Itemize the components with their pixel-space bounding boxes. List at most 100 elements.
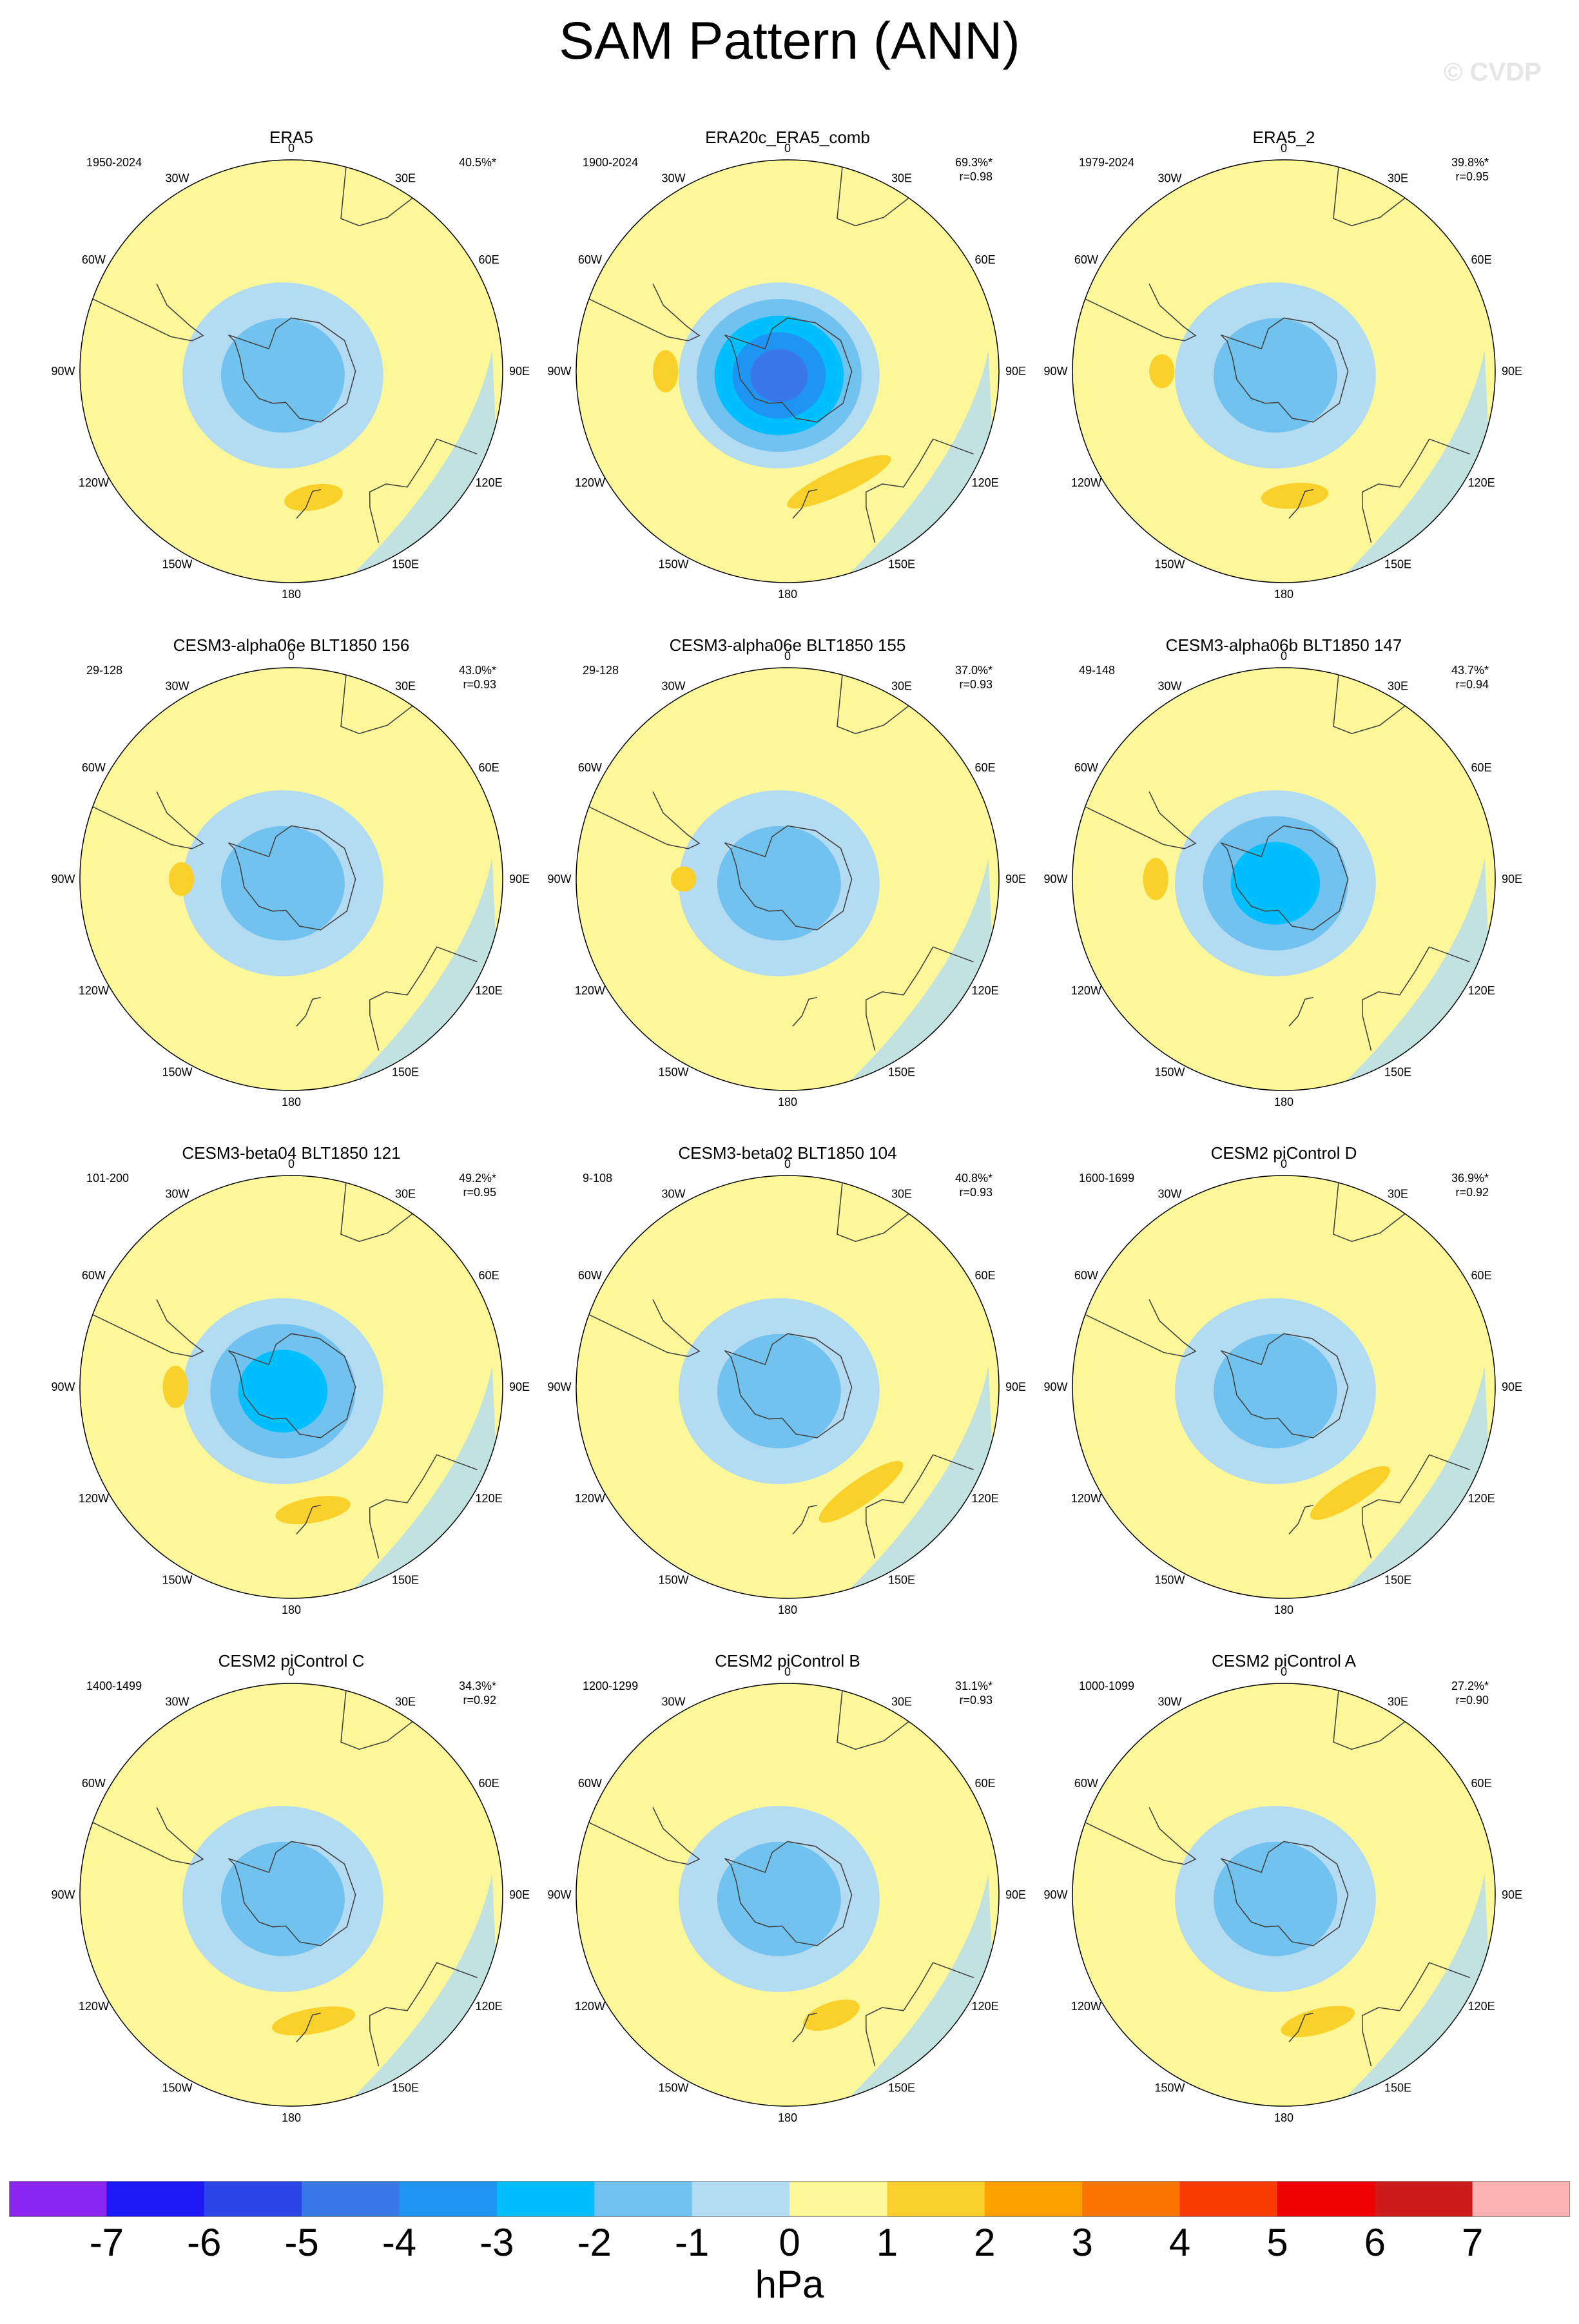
- negative-contour-fill: [717, 1333, 841, 1449]
- longitude-label: 120W: [1071, 1492, 1101, 1505]
- longitude-label: 120E: [476, 984, 503, 997]
- longitude-label: 30E: [1388, 1695, 1408, 1708]
- longitude-label: 90E: [1502, 1380, 1522, 1393]
- panel-variance: 43.7%*: [1451, 664, 1489, 677]
- map-boundary: [576, 1175, 1000, 1599]
- panel-correlation: r=0.93: [959, 1186, 993, 1199]
- negative-contour-fill: [220, 826, 345, 941]
- positive-contour-fill: [1143, 858, 1168, 900]
- colorbar-swatch: [1277, 2181, 1375, 2217]
- map-boundary: [1072, 1175, 1496, 1599]
- longitude-label: 180: [1274, 588, 1293, 601]
- longitude-label: 120E: [476, 1492, 503, 1505]
- panel-correlation: r=0.95: [463, 1186, 496, 1199]
- figure-title: SAM Pattern (ANN): [559, 12, 1020, 70]
- longitude-label: 30E: [395, 1187, 416, 1200]
- longitude-label: 120E: [972, 984, 999, 997]
- longitude-label: 180: [282, 1603, 301, 1616]
- positive-contour-fill: [819, 1460, 904, 1523]
- coastline: [1085, 1806, 1197, 1865]
- longitude-label: 150W: [658, 2082, 688, 2095]
- coastline: [724, 1333, 853, 1438]
- panel-title: ERA20c_ERA5_comb: [705, 128, 870, 147]
- coastline: [1361, 1454, 1470, 1559]
- panel-field: [1072, 160, 1495, 583]
- panel-field: [1072, 1176, 1495, 1598]
- coastline: [837, 675, 909, 735]
- longitude-label: 150W: [1154, 558, 1185, 571]
- longitude-label: 180: [778, 1096, 797, 1109]
- map-boundary: [576, 159, 1000, 583]
- colorbar-swatch: [790, 2181, 887, 2217]
- panel-correlation: r=0.94: [1455, 678, 1489, 691]
- longitude-label: 150E: [1384, 1574, 1411, 1587]
- longitude-label: 0: [288, 650, 295, 663]
- panel-variance: 69.3%*: [955, 156, 993, 169]
- longitude-label: 150E: [392, 2082, 419, 2095]
- colorbar-tick-label: 0: [779, 2221, 800, 2264]
- negative-contour-fill: [1213, 318, 1337, 433]
- coastline: [1085, 791, 1197, 849]
- longitude-label: 0: [1281, 1665, 1287, 1678]
- longitude-label: 30W: [165, 1695, 189, 1708]
- longitude-label: 180: [1274, 1603, 1293, 1616]
- panel-variance: 49.2%*: [459, 1172, 496, 1185]
- longitude-label: 30W: [661, 1187, 685, 1200]
- coastline: [1333, 675, 1406, 735]
- colorbar-swatch: [106, 2181, 205, 2217]
- panel-title: ERA5_2: [1253, 128, 1315, 147]
- coastline: [92, 791, 204, 849]
- panel-title: ERA5: [269, 128, 313, 147]
- coastline: [837, 1183, 909, 1243]
- longitude-label: 90E: [1502, 365, 1522, 378]
- longitude-label: 30E: [395, 171, 416, 184]
- longitude-label: 90W: [547, 365, 571, 378]
- longitude-label: 90W: [1043, 873, 1067, 886]
- map-boundary: [79, 667, 503, 1091]
- longitude-label: 120W: [79, 1492, 109, 1505]
- coastline: [1361, 1962, 1470, 2067]
- longitude-label: 150E: [392, 1574, 419, 1587]
- colorbar-tick-label: 6: [1364, 2221, 1386, 2264]
- map-boundary: [576, 667, 1000, 1091]
- negative-contour-fill: [1213, 1333, 1337, 1449]
- coastline: [296, 996, 321, 1027]
- longitude-label: 150E: [1384, 558, 1411, 571]
- longitude-label: 150E: [1384, 2082, 1411, 2095]
- coastline: [296, 1504, 321, 1535]
- longitude-label: 30E: [891, 679, 912, 692]
- coastline: [369, 946, 478, 1051]
- colorbar-swatch: [1472, 2181, 1570, 2217]
- longitude-label: 150W: [1154, 1066, 1185, 1079]
- longitude-label: 120W: [575, 1492, 605, 1505]
- panel-field: [576, 160, 999, 583]
- coastline: [228, 1333, 356, 1438]
- longitude-label: 150W: [162, 1574, 192, 1587]
- longitude-label: 150W: [162, 558, 192, 571]
- longitude-label: 60W: [1074, 253, 1098, 266]
- longitude-label: 60W: [82, 1269, 106, 1282]
- panel-field: [1072, 1683, 1495, 2106]
- map-panel: CESM2 piControl B0 30E 60E 90E 120E 150E 180 15…: [547, 1651, 1026, 2124]
- positive-contour-fill: [803, 1999, 860, 2031]
- map-panel: ERA5_20 30E 60E 90E 120E 150E 180 150W 120W 90W 60…: [1043, 128, 1522, 601]
- positive-contour-fill: [284, 483, 343, 511]
- longitude-label: 60E: [1471, 761, 1492, 774]
- longitude-label: 90E: [509, 365, 530, 378]
- colorbar-swatch: [984, 2181, 1083, 2217]
- longitude-label: 60E: [1471, 1777, 1492, 1790]
- coastline: [228, 825, 356, 931]
- longitude-label: 60E: [975, 253, 996, 266]
- coastline: [340, 675, 413, 735]
- panel-correlation: r=0.93: [463, 678, 496, 691]
- longitude-label: 180: [778, 2111, 797, 2124]
- coastline: [1221, 1333, 1349, 1438]
- colorbar-tick-label: -5: [284, 2221, 319, 2264]
- coastline: [865, 438, 974, 543]
- longitude-label: 30W: [661, 171, 685, 184]
- longitude-label: 60W: [578, 761, 602, 774]
- coastline: [792, 489, 817, 519]
- longitude-label: 120E: [972, 1492, 999, 1505]
